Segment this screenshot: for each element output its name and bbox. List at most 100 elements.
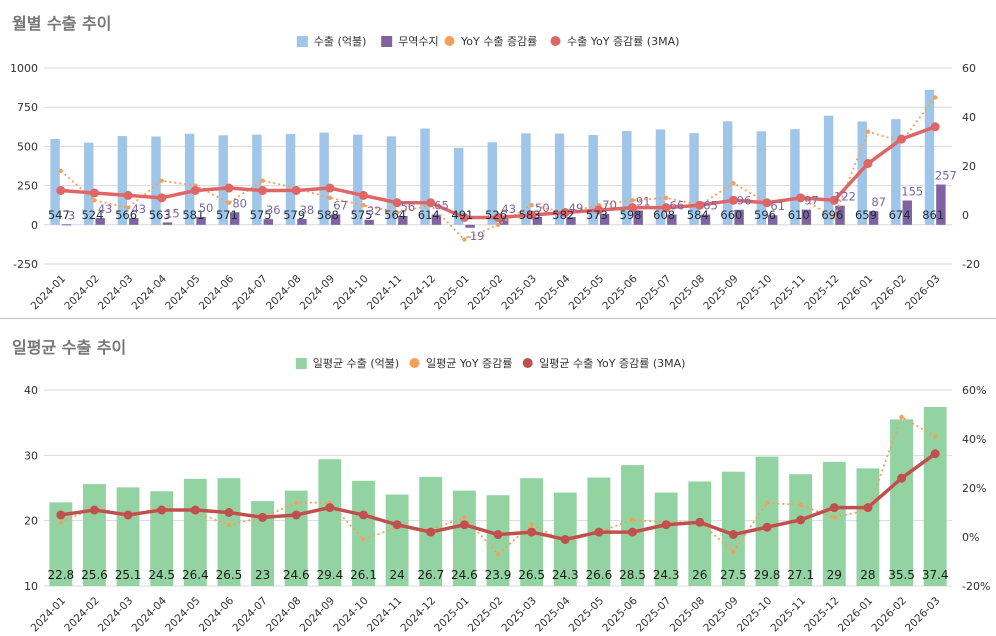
yoy-3ma-point bbox=[661, 520, 671, 530]
x-tick-label: 2024-03 bbox=[96, 595, 136, 635]
trade-balance-label: 122 bbox=[834, 190, 856, 204]
daily-export-bar bbox=[217, 478, 241, 586]
yoy-3ma-point bbox=[762, 522, 772, 532]
daily-value-label: 23 bbox=[255, 568, 270, 582]
x-tick-label: 2025-07 bbox=[634, 273, 674, 313]
yoy-3ma-point bbox=[89, 505, 99, 515]
export-value-label: 659 bbox=[855, 208, 877, 222]
trade-balance-bar bbox=[196, 216, 206, 225]
export-bar bbox=[554, 133, 565, 225]
yoy-3ma-point bbox=[258, 512, 268, 522]
x-tick-label: 2025-02 bbox=[466, 595, 506, 635]
yoy-point bbox=[260, 178, 265, 183]
yoy-point bbox=[832, 515, 837, 520]
x-tick-label: 2025-08 bbox=[668, 273, 708, 313]
daily-export-bar bbox=[318, 459, 342, 586]
daily-export-bar bbox=[452, 490, 476, 586]
daily-export-bar bbox=[486, 495, 510, 586]
yoy-3ma-point bbox=[123, 190, 133, 200]
trade-balance-label: 38 bbox=[300, 203, 315, 217]
yoy-point bbox=[58, 520, 64, 525]
daily-value-label: 24.3 bbox=[552, 568, 579, 582]
export-value-label: 547 bbox=[48, 208, 70, 222]
x-tick-label: 2025-03 bbox=[499, 595, 539, 635]
y-right-tick: 0 bbox=[962, 209, 969, 222]
x-tick-label: 2025-08 bbox=[668, 595, 708, 635]
x-tick-label: 2025-12 bbox=[802, 273, 842, 313]
trade-balance-bar bbox=[667, 214, 677, 225]
x-tick-label: 2026-01 bbox=[836, 273, 876, 313]
export-value-label: 614 bbox=[418, 208, 440, 222]
export-bar bbox=[823, 115, 834, 225]
yoy-3ma-point bbox=[392, 198, 402, 208]
yoy-3ma-point bbox=[190, 186, 200, 195]
yoy-3ma-point bbox=[897, 473, 907, 483]
yoy-point bbox=[294, 500, 299, 505]
monthly-export-title: 월별 수출 추이 bbox=[12, 14, 112, 33]
y-left-tick: 40 bbox=[24, 384, 38, 397]
legend-swatch bbox=[295, 358, 307, 369]
daily-value-label: 22.8 bbox=[47, 568, 74, 582]
x-tick-label: 2024-10 bbox=[331, 595, 371, 635]
export-bar bbox=[151, 136, 161, 225]
x-tick-label: 2025-09 bbox=[701, 273, 741, 313]
y-left-tick: 10 bbox=[24, 580, 38, 593]
trade-balance-label: 66 bbox=[670, 198, 685, 212]
yoy-3ma-point bbox=[291, 510, 301, 520]
y-right-tick: 20 bbox=[962, 160, 976, 173]
export-bar bbox=[487, 142, 497, 225]
yoy-3ma-point bbox=[392, 520, 402, 530]
daily-export-bar bbox=[856, 468, 880, 586]
yoy-3ma-point bbox=[762, 198, 772, 208]
export-bar bbox=[521, 133, 531, 225]
legend-swatch bbox=[550, 36, 561, 46]
y-right-tick: 40 bbox=[962, 111, 976, 124]
export-value-label: 564 bbox=[384, 208, 406, 222]
x-tick-label: 2024-12 bbox=[399, 595, 439, 635]
x-tick-label: 2024-09 bbox=[298, 273, 338, 313]
daily-value-label: 24.6 bbox=[451, 568, 478, 582]
export-bar bbox=[420, 128, 430, 225]
yoy-3ma-point bbox=[863, 503, 873, 513]
y-right-tick: 60% bbox=[962, 384, 986, 397]
export-value-label: 584 bbox=[687, 208, 709, 222]
x-tick-label: 2025-10 bbox=[735, 595, 775, 635]
yoy-3ma-point bbox=[527, 527, 537, 537]
daily-export-bar bbox=[654, 492, 678, 586]
x-tick-label: 2024-12 bbox=[399, 273, 439, 313]
yoy-3ma-point bbox=[728, 530, 738, 540]
yoy-3ma-point bbox=[291, 186, 301, 195]
x-tick-label: 2025-03 bbox=[499, 273, 539, 313]
yoy-3ma-point bbox=[695, 200, 705, 210]
daily-export-bar bbox=[251, 501, 275, 586]
yoy-point bbox=[327, 195, 333, 201]
x-tick-label: 2024-01 bbox=[29, 273, 69, 313]
export-value-label: 566 bbox=[115, 208, 137, 222]
yoy-3ma-point bbox=[695, 517, 705, 527]
x-tick-label: 2025-11 bbox=[768, 595, 808, 635]
yoy-3ma-point bbox=[661, 203, 671, 213]
daily-value-label: 28.5 bbox=[619, 568, 646, 582]
export-value-label: 674 bbox=[889, 208, 911, 222]
yoy-3ma-point bbox=[157, 193, 167, 203]
yoy-3ma-point bbox=[628, 527, 638, 537]
yoy-3ma-point bbox=[930, 449, 940, 459]
yoy-point bbox=[58, 168, 64, 174]
yoy-point bbox=[125, 205, 131, 210]
yoy-3ma-point bbox=[560, 208, 570, 218]
y-left-tick: 0 bbox=[31, 219, 38, 232]
x-tick-label: 2024-10 bbox=[331, 273, 371, 313]
x-tick-label: 2025-04 bbox=[533, 273, 573, 313]
yoy-point bbox=[731, 549, 736, 554]
y-right-tick: 40% bbox=[962, 433, 986, 446]
export-bar bbox=[50, 139, 60, 225]
trade-balance-bar bbox=[297, 218, 307, 225]
yoy-3ma-point bbox=[796, 515, 806, 525]
x-tick-label: 2025-01 bbox=[432, 273, 472, 313]
section-divider bbox=[0, 318, 996, 319]
legend-label: 무역수지 bbox=[398, 35, 438, 48]
legend-swatch bbox=[409, 358, 420, 368]
export-value-label: 598 bbox=[620, 208, 642, 222]
trade-balance-label: 87 bbox=[871, 195, 886, 209]
daily-export-bar bbox=[890, 419, 913, 586]
